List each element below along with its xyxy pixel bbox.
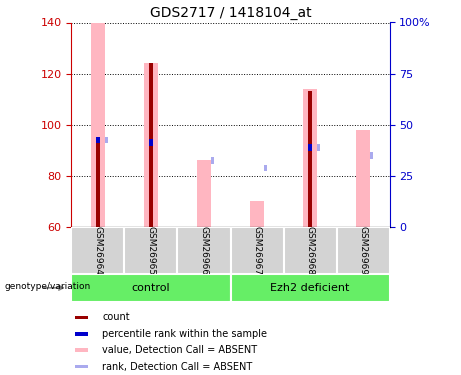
Text: value, Detection Call = ABSENT: value, Detection Call = ABSENT	[102, 345, 257, 355]
Bar	[355, 130, 371, 227]
Bar	[75, 348, 88, 352]
Text: genotype/variation: genotype/variation	[5, 282, 91, 291]
Text: GSM26965: GSM26965	[147, 226, 155, 275]
Bar	[196, 160, 212, 227]
Bar	[249, 201, 265, 227]
Title: GDS2717 / 1418104_at: GDS2717 / 1418104_at	[150, 6, 311, 20]
Bar	[75, 365, 88, 369]
Bar	[96, 137, 100, 143]
Bar	[302, 89, 318, 227]
Bar	[317, 144, 320, 151]
Bar	[308, 144, 312, 151]
Bar	[264, 165, 267, 171]
Bar	[149, 140, 153, 146]
Text: GSM26967: GSM26967	[253, 226, 261, 275]
Bar	[177, 227, 230, 274]
Text: count: count	[102, 312, 130, 322]
Bar	[308, 92, 312, 227]
Bar	[75, 316, 88, 319]
Text: Ezh2 deficient: Ezh2 deficient	[270, 283, 350, 293]
Bar	[370, 152, 373, 159]
Bar	[211, 157, 214, 164]
Bar	[337, 227, 390, 274]
Bar	[75, 332, 88, 336]
Bar	[284, 227, 337, 274]
Text: rank, Detection Call = ABSENT: rank, Detection Call = ABSENT	[102, 362, 252, 372]
Bar	[71, 227, 124, 274]
Text: GSM26966: GSM26966	[200, 226, 208, 275]
Text: GSM26964: GSM26964	[94, 226, 102, 275]
Bar	[105, 137, 108, 143]
Text: GSM26969: GSM26969	[359, 226, 367, 275]
Bar	[124, 227, 177, 274]
Bar	[71, 274, 230, 302]
Text: percentile rank within the sample: percentile rank within the sample	[102, 329, 267, 339]
Bar	[149, 63, 153, 227]
Bar	[96, 142, 100, 227]
Bar	[143, 63, 159, 227]
Bar	[230, 227, 284, 274]
Bar	[90, 22, 106, 227]
Bar	[230, 274, 390, 302]
Text: GSM26968: GSM26968	[306, 226, 314, 275]
Text: control: control	[132, 283, 170, 293]
